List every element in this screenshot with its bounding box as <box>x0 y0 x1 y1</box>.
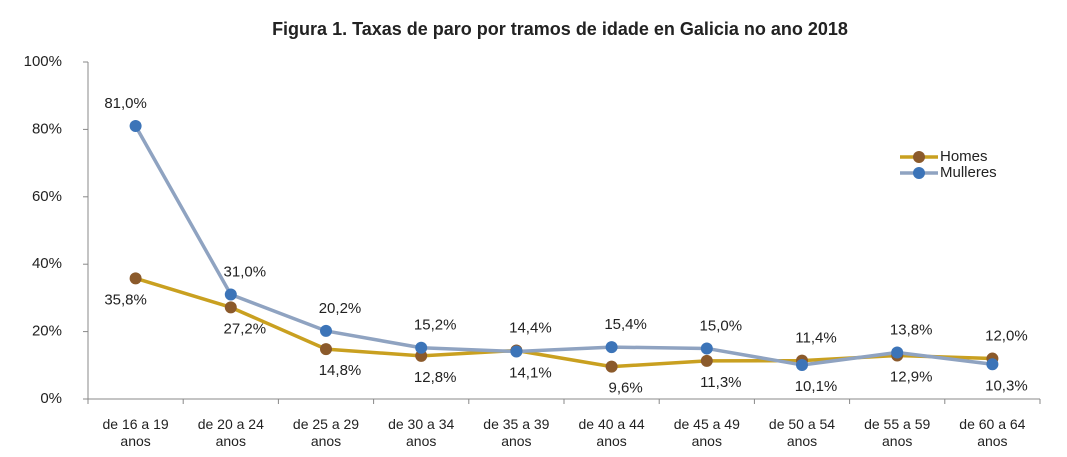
x-tick-label: de 55 a 59 anos <box>864 416 931 449</box>
legend-marker <box>913 151 925 163</box>
data-label: 12,0% <box>985 328 1028 345</box>
data-label: 12,9% <box>890 368 933 385</box>
legend-label: Mulleres <box>940 164 997 181</box>
y-tick-label: 80% <box>32 120 62 137</box>
data-label: 11,4% <box>795 330 836 347</box>
data-label: 11,3% <box>700 374 741 391</box>
marker <box>891 346 904 359</box>
marker <box>605 360 618 373</box>
x-tick-label: de 30 a 34 anos <box>388 416 455 449</box>
y-tick-label: 40% <box>32 255 62 272</box>
marker <box>605 341 618 354</box>
marker <box>320 324 332 337</box>
y-tick-label: 100% <box>24 53 62 70</box>
data-label: 20,2% <box>319 300 362 317</box>
x-tick-label: de 20 a 24 anos <box>197 416 264 449</box>
legend-marker <box>913 167 925 179</box>
x-tick-label: de 50 a 54 anos <box>768 416 836 449</box>
legend-label: Homes <box>940 148 988 165</box>
data-label: 14,1% <box>509 364 552 381</box>
x-tick-label: de 60 a 64 anos <box>959 416 1026 449</box>
marker <box>986 358 999 371</box>
x-tick-label: de 40 a 44 anos <box>578 416 645 449</box>
data-label: 81,0% <box>104 95 147 112</box>
x-tick-label: de 25 a 29 anos <box>292 416 360 449</box>
data-label: 14,8% <box>319 362 362 379</box>
data-label: 31,0% <box>224 263 267 280</box>
data-label: 13,8% <box>890 321 933 338</box>
data-label: 15,4% <box>604 316 647 333</box>
data-label: 14,4% <box>509 319 552 336</box>
marker <box>415 341 428 354</box>
x-tick-label: de 45 a 49 anos <box>673 416 740 449</box>
data-label: 10,3% <box>985 377 1028 394</box>
marker <box>700 354 713 367</box>
marker <box>320 343 332 356</box>
y-tick-label: 20% <box>32 323 62 340</box>
marker <box>224 288 237 301</box>
data-label: 9,6% <box>608 380 642 397</box>
marker <box>796 358 808 371</box>
marker <box>510 345 523 358</box>
data-label: 15,2% <box>414 317 457 334</box>
data-label: 27,2% <box>224 320 267 337</box>
data-label: 10,1% <box>795 378 838 395</box>
data-label: 35,8% <box>104 291 147 308</box>
data-label: 12,8% <box>414 369 457 386</box>
x-tick-label: de 16 a 19 anos <box>102 416 169 449</box>
series-line <box>134 125 993 367</box>
marker <box>224 301 237 314</box>
chart-title: Figura 1. Taxas de paro por tramos de id… <box>272 19 848 39</box>
marker <box>700 342 713 355</box>
marker <box>129 272 142 285</box>
marker <box>129 120 142 133</box>
x-tick-label: de 35 a 39 anos <box>483 416 550 449</box>
y-tick-label: 60% <box>32 188 62 205</box>
y-tick-label: 0% <box>40 390 62 407</box>
data-label: 15,0% <box>700 317 743 334</box>
